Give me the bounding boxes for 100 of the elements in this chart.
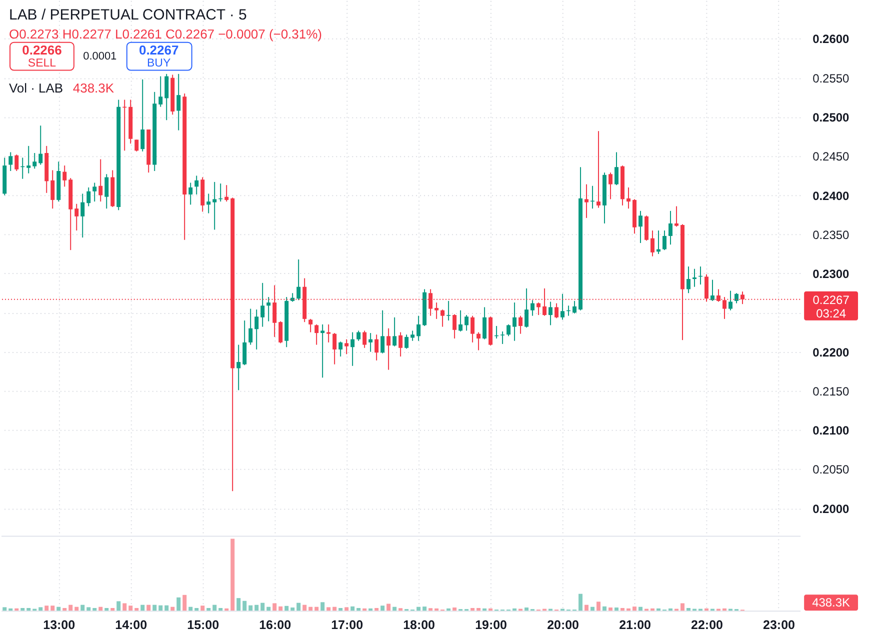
candlestick [338, 341, 343, 358]
candlestick [404, 334, 409, 350]
bar [152, 604, 157, 611]
bar [230, 538, 235, 611]
bar [212, 604, 217, 611]
y-tick-label: 0.2600 [812, 32, 850, 46]
candlestick [452, 314, 457, 339]
candlestick [392, 316, 397, 347]
bar [98, 606, 103, 611]
candlestick [332, 332, 337, 365]
bar [218, 608, 223, 611]
candlestick [482, 306, 487, 340]
bar [278, 606, 283, 611]
candlestick [662, 230, 667, 251]
candlestick [398, 332, 403, 358]
candlestick [206, 193, 211, 214]
candlestick [500, 330, 505, 344]
candlestick [86, 186, 91, 207]
bar [26, 608, 31, 611]
bar [50, 606, 55, 611]
candlestick [638, 210, 643, 244]
bar [128, 606, 133, 611]
bar [578, 594, 583, 611]
bar [416, 606, 421, 611]
bar [338, 608, 343, 611]
bar [68, 604, 73, 611]
candlestick [476, 332, 481, 351]
candlestick [140, 78, 145, 152]
candlestick [326, 324, 331, 343]
candlestick [548, 301, 553, 326]
bar [620, 608, 625, 611]
candlestick [98, 158, 103, 202]
bar [56, 606, 61, 611]
bar [122, 603, 127, 611]
x-tick-label: 15:00 [187, 618, 220, 632]
candlestick [470, 315, 475, 343]
candlestick [614, 152, 619, 186]
y-tick-label: 0.2000 [812, 502, 850, 516]
candlestick [518, 315, 523, 334]
bar [110, 608, 115, 611]
candlestick [650, 230, 655, 257]
annotation: 438.3K [72, 80, 114, 96]
candlestick [512, 302, 517, 342]
candlestick [224, 184, 229, 202]
bar [86, 607, 91, 611]
bar [476, 608, 481, 611]
candlestick [368, 332, 373, 352]
x-tick-label: 16:00 [259, 618, 292, 632]
candlestick [644, 215, 649, 242]
bar [632, 606, 637, 611]
candlestick [62, 165, 67, 188]
annotation: BUY [147, 57, 171, 70]
candlestick [464, 314, 469, 332]
annotation: SELL [28, 57, 56, 70]
candlestick [434, 302, 439, 320]
candlestick [674, 206, 678, 228]
candlestick [254, 309, 259, 350]
bar [428, 608, 433, 611]
candlestick [188, 182, 193, 206]
bar [524, 608, 529, 611]
bar [176, 597, 181, 611]
candlestick [386, 328, 391, 370]
bar [284, 606, 289, 611]
ref-line-label: 0.2267 [812, 292, 850, 307]
candlestick [608, 172, 613, 200]
bar [608, 608, 613, 611]
bar [584, 604, 589, 611]
bar [380, 606, 385, 611]
bar [614, 608, 619, 611]
bar [356, 608, 361, 611]
candlestick [320, 324, 325, 378]
bar [638, 606, 643, 611]
bar [590, 606, 595, 611]
bar [206, 608, 211, 611]
candlestick [74, 203, 79, 231]
candlestick [710, 279, 714, 302]
y-tick-label: 0.2100 [812, 424, 850, 438]
candlestick [8, 152, 13, 172]
candlestick [104, 174, 109, 210]
candlestick [248, 308, 253, 346]
candlestick [134, 139, 139, 152]
bar [38, 607, 43, 611]
candlestick [686, 266, 690, 294]
chart-title: LAB / PERPETUAL CONTRACT · 5 [8, 6, 247, 24]
bar [164, 605, 169, 611]
bar [290, 608, 295, 611]
bar [308, 606, 313, 611]
bar [470, 608, 475, 611]
bar [374, 608, 379, 611]
candlestick [530, 300, 535, 316]
x-tick-label: 20:00 [547, 618, 580, 632]
y-tick-label: 0.2150 [812, 384, 850, 398]
candlestick [734, 292, 738, 304]
candlestick [560, 293, 565, 320]
candlestick [80, 193, 85, 238]
candlestick [458, 310, 463, 332]
x-tick-label: 17:00 [331, 618, 364, 632]
x-tick-label: 23:00 [763, 618, 795, 632]
candlestick [416, 315, 421, 342]
candlestick [572, 300, 577, 314]
